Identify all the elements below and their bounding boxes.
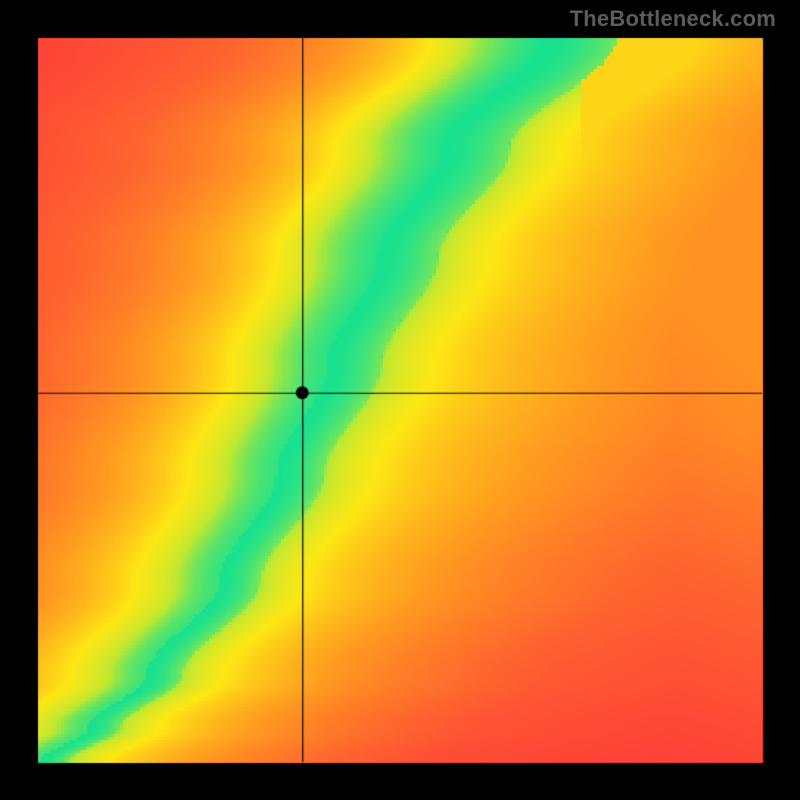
overlay-canvas [0, 0, 800, 800]
chart-container: TheBottleneck.com [0, 0, 800, 800]
watermark-text: TheBottleneck.com [570, 6, 776, 32]
